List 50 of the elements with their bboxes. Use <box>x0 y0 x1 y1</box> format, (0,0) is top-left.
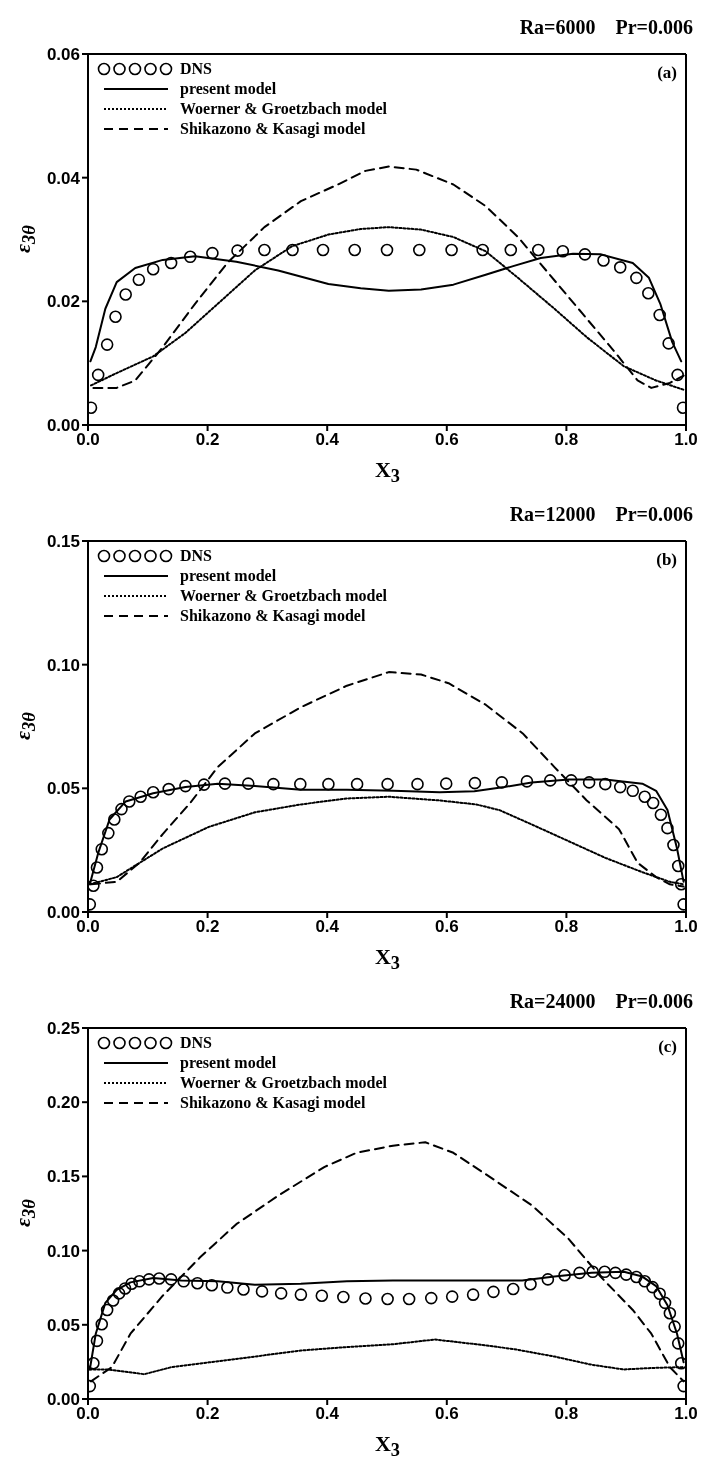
x-tick-label: 0.6 <box>434 1404 459 1424</box>
legend-label: Woerner & Groetzbach model <box>180 1073 387 1093</box>
x-tick-label: 0.8 <box>554 1404 579 1424</box>
x-axis-title: X$_{3}$ <box>373 457 402 488</box>
y-tick-label: 0.02 <box>46 292 80 312</box>
x-tick-label: 0.6 <box>434 430 459 450</box>
x-tick-label: 1.0 <box>674 1404 698 1424</box>
annotation: (c) <box>658 1037 677 1057</box>
legend-label: Woerner & Groetzbach model <box>180 586 387 606</box>
legend-label: DNS <box>180 546 213 566</box>
y-tick-label: 0.05 <box>46 1315 80 1335</box>
x-tick-label: 0.2 <box>195 1404 220 1424</box>
y-tick-label: 0.10 <box>46 1241 80 1261</box>
y-tick-label: 0.10 <box>46 655 80 675</box>
chart-title: Ra=12000 Pr=0.006 <box>509 503 693 526</box>
y-tick-label: 0.25 <box>46 1019 80 1039</box>
x-tick-label: 0.4 <box>315 430 340 450</box>
x-axis-title: X$_{3}$ <box>373 944 402 975</box>
annotation: (b) <box>656 550 677 570</box>
x-tick-label: 0.8 <box>554 917 579 937</box>
x-axis-title: X$_{3}$ <box>373 1431 402 1462</box>
y-tick-label: 0.15 <box>46 1167 80 1187</box>
legend-label: present model <box>180 1053 277 1073</box>
x-tick-label: 0.8 <box>554 430 579 450</box>
y-tick-label: 0.15 <box>46 532 80 552</box>
y-tick-label: 0.04 <box>46 168 81 188</box>
x-tick-label: 1.0 <box>674 917 698 937</box>
legend-label: DNS <box>180 1033 213 1053</box>
legend-label: Shikazono & Kasagi model <box>180 119 366 139</box>
legend-label: Shikazono & Kasagi model <box>180 1093 366 1113</box>
chart-title: Ra=6000 Pr=0.006 <box>519 16 693 39</box>
x-tick-label: 0.2 <box>195 430 220 450</box>
x-tick-label: 0.0 <box>76 917 100 937</box>
x-tick-label: 0.0 <box>76 430 100 450</box>
y-tick-label: 0.05 <box>46 779 80 799</box>
legend-label: Woerner & Groetzbach model <box>180 99 387 119</box>
annotation: (a) <box>657 63 677 83</box>
x-tick-label: 0.4 <box>315 917 340 937</box>
chart-title: Ra=24000 Pr=0.006 <box>509 990 693 1013</box>
legend-label: Shikazono & Kasagi model <box>180 606 366 626</box>
x-tick-label: 0.2 <box>195 917 220 937</box>
y-tick-label: 0.20 <box>46 1093 80 1113</box>
legend-label: present model <box>180 79 277 99</box>
x-tick-label: 0.0 <box>76 1404 100 1424</box>
x-tick-label: 0.6 <box>434 917 459 937</box>
x-tick-label: 1.0 <box>674 430 698 450</box>
legend-label: present model <box>180 566 277 586</box>
x-tick-label: 0.4 <box>315 1404 340 1424</box>
y-tick-label: 0.06 <box>46 45 80 65</box>
legend-label: DNS <box>180 59 213 79</box>
